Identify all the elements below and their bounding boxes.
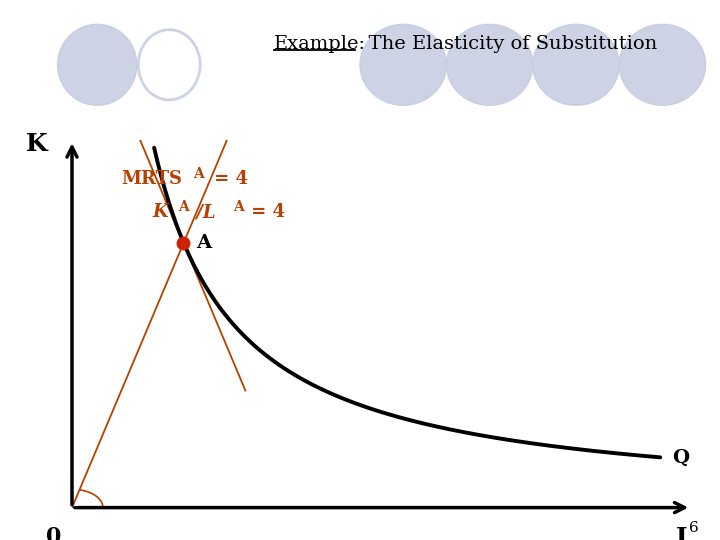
Text: = 4: = 4 xyxy=(246,203,285,221)
Text: K: K xyxy=(25,132,48,156)
Text: The Elasticity of Substitution: The Elasticity of Substitution xyxy=(356,35,657,53)
Text: K: K xyxy=(153,203,168,221)
Text: /L: /L xyxy=(189,203,215,221)
Text: A: A xyxy=(193,167,204,181)
Text: MRTS: MRTS xyxy=(122,170,183,188)
Text: Example:: Example: xyxy=(274,35,366,53)
Text: = 4: = 4 xyxy=(208,170,248,188)
Text: A: A xyxy=(179,200,189,214)
Text: 6: 6 xyxy=(688,521,698,535)
Text: A: A xyxy=(233,200,244,214)
Text: L: L xyxy=(676,526,694,540)
Text: A: A xyxy=(196,234,211,252)
Text: Q: Q xyxy=(672,448,690,467)
Text: 0: 0 xyxy=(46,526,61,540)
